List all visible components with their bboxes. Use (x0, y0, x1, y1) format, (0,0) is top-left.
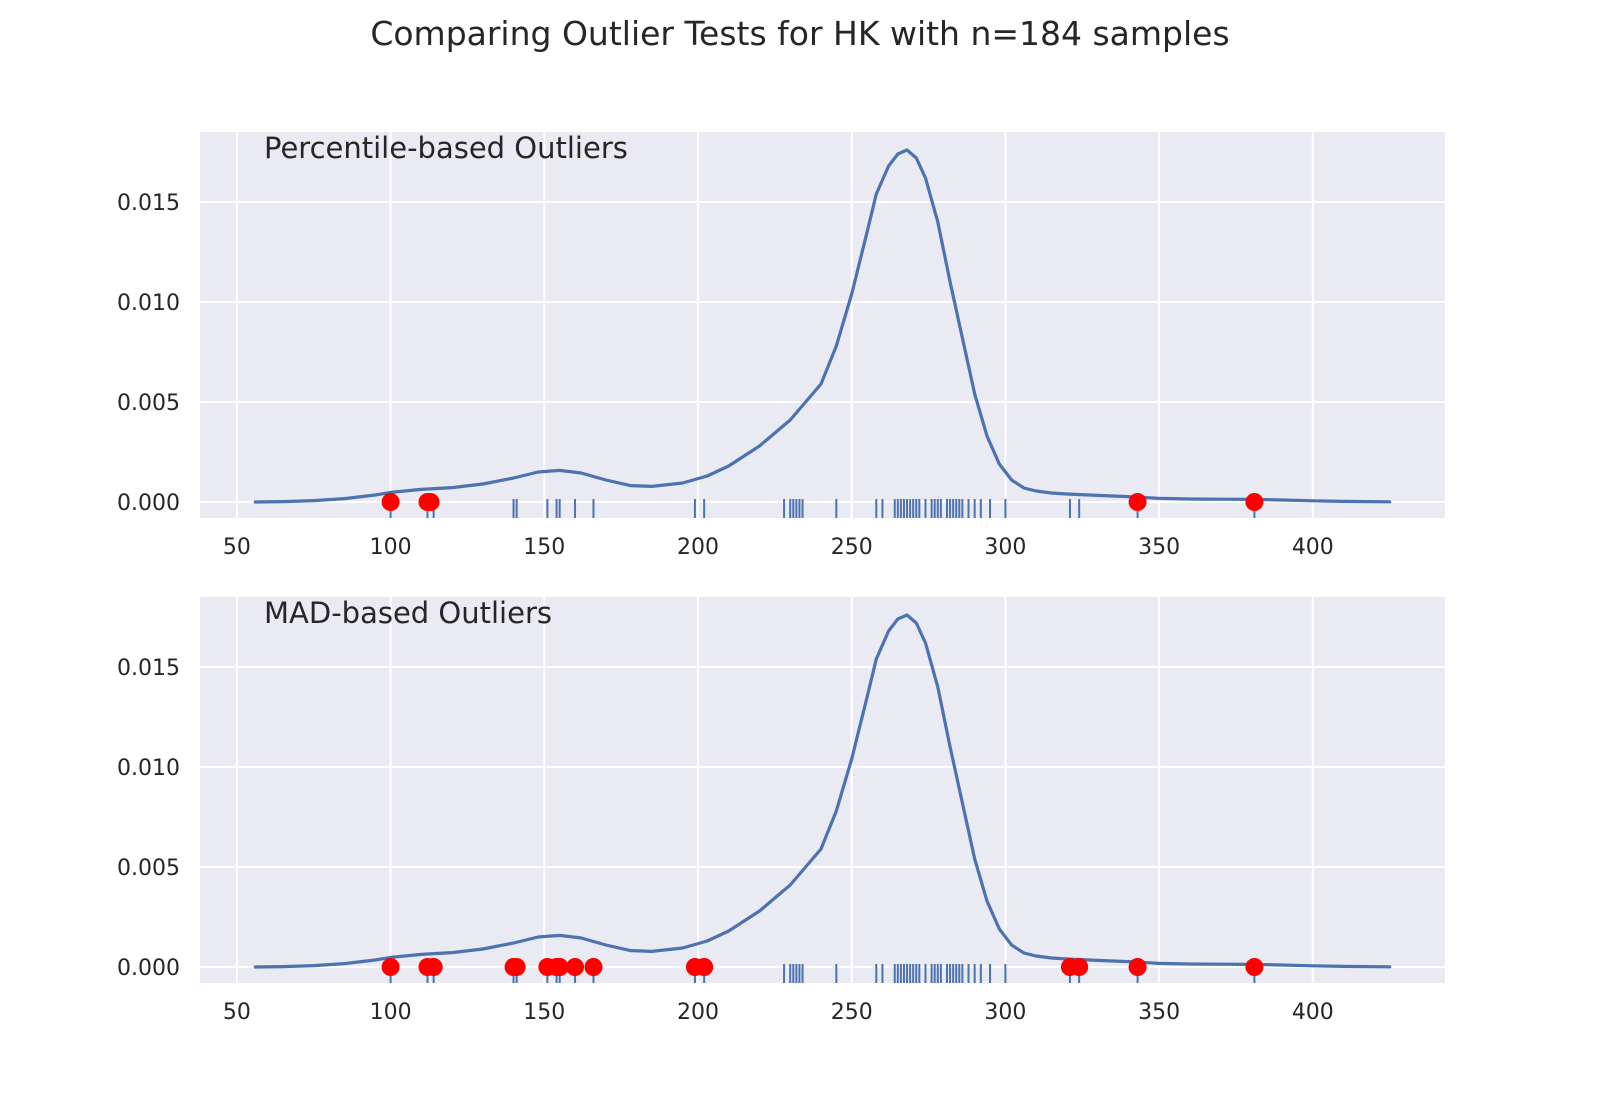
mad-outlier-point (424, 958, 443, 976)
percentile-outlier-point (381, 493, 400, 511)
percentile-panel-title: Percentile-based Outliers (264, 131, 628, 165)
mad-y-tick-label: 0.010 (117, 756, 180, 781)
percentile-y-tick-label: 0.010 (117, 291, 180, 316)
percentile-x-tick-label: 100 (370, 535, 412, 560)
percentile-x-tick-label: 250 (831, 535, 873, 560)
mad-outlier-point (1070, 958, 1089, 976)
mad-y-tick-label: 0.015 (117, 656, 180, 681)
percentile-kde-line (253, 148, 1392, 504)
mad-x-tick-label: 250 (831, 1000, 873, 1025)
mad-outlier-point (584, 958, 603, 976)
mad-x-tick-label: 300 (984, 1000, 1026, 1025)
figure-title: Comparing Outlier Tests for HK with n=18… (370, 14, 1230, 53)
mad-x-tick-label: 200 (677, 1000, 719, 1025)
mad-outlier-point (550, 958, 569, 976)
mad-x-tick-label: 50 (223, 1000, 251, 1025)
mad-outlier-point (566, 958, 585, 976)
mad-x-tick-label: 350 (1138, 1000, 1180, 1025)
mad-outlier-point (1245, 958, 1264, 976)
percentile-plot-area (200, 132, 1445, 518)
percentile-y-tick-label: 0.005 (117, 391, 180, 416)
mad-x-tick-label: 100 (370, 1000, 412, 1025)
percentile-x-tick-label: 200 (677, 535, 719, 560)
mad-kde-line (253, 613, 1392, 969)
mad-outliers-panel: 50 100 150 200 250 300 350 400 0.000 0.005 0.010 0.… (117, 596, 1445, 1025)
percentile-y-tick-label: 0.000 (117, 491, 180, 516)
mad-panel-title: MAD-based Outliers (264, 596, 552, 630)
percentile-x-tick-label: 350 (1138, 535, 1180, 560)
mad-outlier-point (507, 958, 526, 976)
percentile-x-tick-label: 150 (523, 535, 565, 560)
mad-y-tick-label: 0.000 (117, 956, 180, 981)
percentile-outlier-point (421, 493, 440, 511)
percentile-x-tick-label: 50 (223, 535, 251, 560)
percentile-x-tick-label: 300 (984, 535, 1026, 560)
percentile-outlier-point (1128, 493, 1147, 511)
percentile-y-tick-label: 0.015 (117, 191, 180, 216)
percentile-outliers-panel: 50 100 150 200 250 300 350 400 0.000 0.005 0.010 0.… (117, 131, 1445, 560)
mad-plot-area (200, 597, 1445, 983)
mad-x-tick-label: 150 (523, 1000, 565, 1025)
mad-outlier-point (1128, 958, 1147, 976)
percentile-outlier-point (1245, 493, 1264, 511)
mad-outlier-point (695, 958, 714, 976)
mad-y-tick-label: 0.005 (117, 856, 180, 881)
mad-x-tick-label: 400 (1292, 1000, 1334, 1025)
percentile-x-tick-label: 400 (1292, 535, 1334, 560)
mad-outlier-point (381, 958, 400, 976)
